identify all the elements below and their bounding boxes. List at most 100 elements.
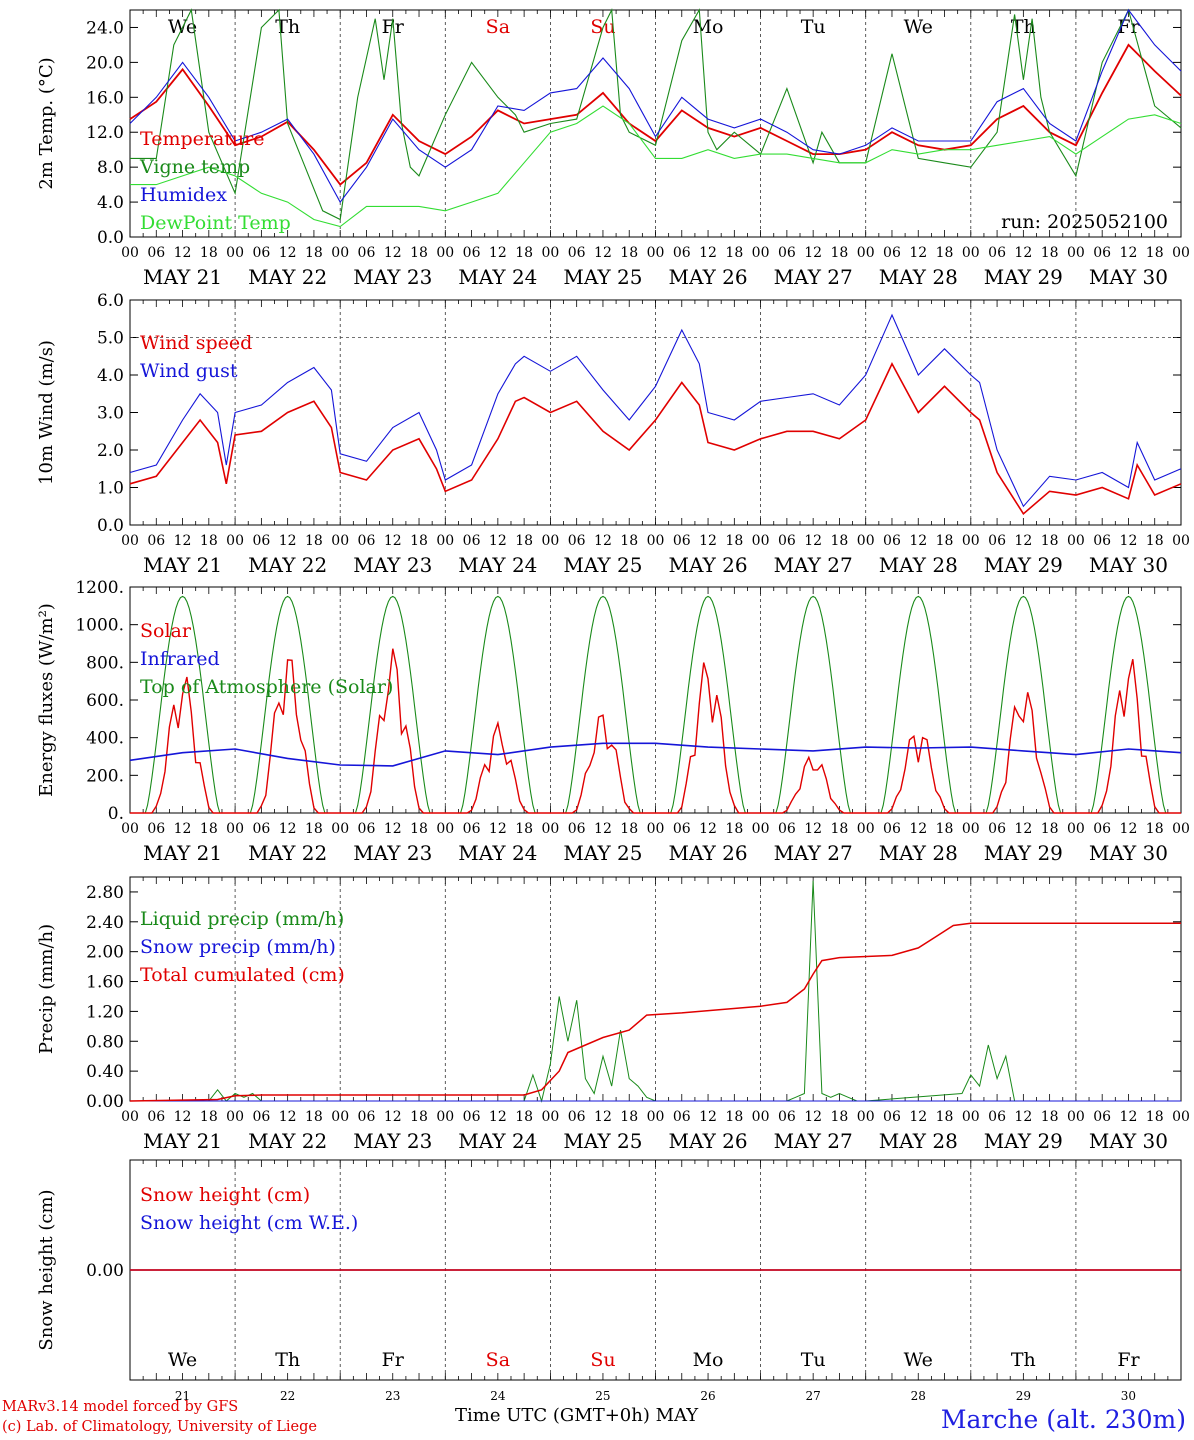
y-tick-label: 2.80 [86, 883, 124, 903]
hour-label: 00 [752, 821, 770, 837]
day-number: 25 [595, 1389, 610, 1403]
hour-label: 18 [620, 1109, 638, 1125]
hour-label: 06 [673, 533, 691, 549]
y-tick-label: 400. [86, 729, 124, 749]
hour-label: 00 [752, 1109, 770, 1125]
legend-entry: DewPoint Temp [140, 212, 291, 234]
y-tick-label: 6.0 [97, 291, 124, 311]
day-number: 29 [1016, 1389, 1031, 1403]
hour-label: 00 [647, 245, 665, 261]
hour-label: 00 [962, 821, 980, 837]
hour-label: 18 [620, 245, 638, 261]
day-name-bottom: We [168, 1349, 197, 1371]
day-name-bottom: Sa [486, 1349, 510, 1371]
hour-label: 00 [752, 245, 770, 261]
y-tick-label: 600. [86, 691, 124, 711]
date-label: MAY 30 [1089, 553, 1168, 577]
date-label: MAY 21 [143, 553, 222, 577]
hour-label: 12 [699, 821, 717, 837]
hour-label: 12 [279, 821, 297, 837]
hour-label: 12 [384, 533, 402, 549]
hour-label: 12 [594, 1109, 612, 1125]
hour-label: 00 [1067, 245, 1085, 261]
hour-label: 12 [1014, 821, 1032, 837]
hour-label: 18 [831, 533, 849, 549]
date-label: MAY 23 [353, 553, 432, 577]
y-tick-label: 0.00 [86, 1092, 124, 1112]
date-label: MAY 23 [353, 1129, 432, 1153]
day-name-bottom: Th [1011, 1349, 1036, 1371]
legend-entry: Wind speed [140, 332, 252, 354]
legend-entry: Total cumulated (cm) [140, 964, 345, 986]
hour-label: 12 [804, 245, 822, 261]
y-tick-label: 3.0 [97, 404, 124, 424]
run-annotation: run: 2025052100 [1001, 211, 1168, 233]
hour-label: 12 [279, 533, 297, 549]
hour-label: 00 [857, 821, 875, 837]
date-label: MAY 22 [248, 1129, 327, 1153]
hour-label: 18 [725, 821, 743, 837]
hour-label: 18 [725, 533, 743, 549]
hour-label: 00 [436, 821, 454, 837]
y-tick-label: 1.0 [97, 479, 124, 499]
y-tick-label: 0.0 [97, 228, 124, 248]
hour-label: 12 [384, 1109, 402, 1125]
date-label: MAY 28 [879, 265, 958, 289]
hour-label: 12 [909, 1109, 927, 1125]
hour-label: 18 [936, 1109, 954, 1125]
date-label: MAY 29 [984, 1129, 1063, 1153]
hour-label: 06 [463, 821, 481, 837]
hour-label: 18 [936, 821, 954, 837]
hour-label: 18 [831, 245, 849, 261]
hour-label: 06 [988, 1109, 1006, 1125]
hour-label: 06 [463, 533, 481, 549]
hour-label: 18 [620, 821, 638, 837]
hour-label: 18 [831, 821, 849, 837]
day-name-top: Tu [801, 16, 826, 38]
day-name-bottom: Fr [382, 1349, 405, 1371]
hour-label: 00 [647, 1109, 665, 1125]
hour-label: 18 [725, 1109, 743, 1125]
date-label: MAY 23 [353, 265, 432, 289]
hour-label: 06 [252, 821, 270, 837]
date-label: MAY 21 [143, 1129, 222, 1153]
hour-label: 18 [1041, 533, 1059, 549]
hour-label: 12 [804, 533, 822, 549]
y-tick-label: 0.80 [86, 1032, 124, 1052]
hour-label: 18 [200, 245, 218, 261]
hour-label: 12 [594, 533, 612, 549]
legend-entry: Liquid precip (mm/h) [140, 908, 344, 930]
date-label: MAY 26 [668, 553, 747, 577]
hour-label: 18 [1146, 533, 1164, 549]
legend-entry: Humidex [140, 184, 227, 206]
hour-label: 06 [568, 533, 586, 549]
hour-label: 00 [436, 1109, 454, 1125]
legend-entry: Solar [140, 620, 192, 642]
date-label: MAY 28 [879, 841, 958, 865]
legend-entry: Infrared [140, 648, 220, 670]
series-solar [130, 648, 1181, 814]
day-name-bottom: Th [275, 1349, 300, 1371]
date-label: MAY 25 [563, 553, 642, 577]
day-name-bottom: Su [590, 1349, 615, 1371]
hour-label: 06 [358, 245, 376, 261]
legend-entry: Wind gust [140, 360, 238, 382]
hour-label: 12 [1120, 533, 1138, 549]
hour-label: 00 [226, 1109, 244, 1125]
hour-label: 18 [410, 1109, 428, 1125]
y-tick-label: 200. [86, 766, 124, 786]
hour-label: 06 [883, 245, 901, 261]
date-label: MAY 26 [668, 265, 747, 289]
day-number: 23 [385, 1389, 400, 1403]
hour-label: 12 [174, 1109, 192, 1125]
series-humidex [129, 8, 1182, 204]
date-label: MAY 25 [563, 841, 642, 865]
hour-label: 06 [358, 533, 376, 549]
hour-label: 18 [1146, 245, 1164, 261]
y-tick-label: 4.0 [97, 193, 124, 213]
hour-label: 18 [1041, 245, 1059, 261]
hour-label: 00 [436, 533, 454, 549]
hour-label: 06 [568, 1109, 586, 1125]
date-label: MAY 29 [984, 265, 1063, 289]
